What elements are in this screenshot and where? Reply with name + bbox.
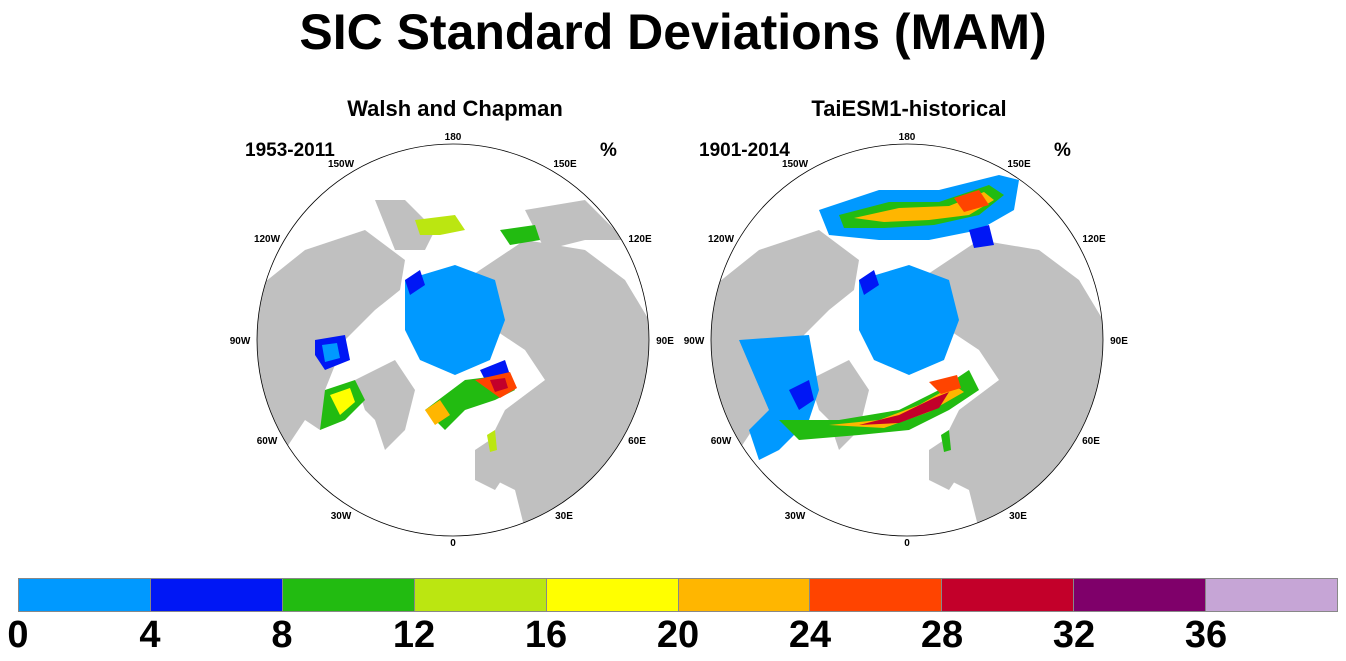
colorbar-tick-labels: 0 4 8 12 16 20 24 28 32 36: [0, 614, 1346, 660]
lon-label-120w: 120W: [708, 234, 735, 245]
panel-title: Walsh and Chapman: [347, 96, 563, 121]
lon-label-90w: 90W: [684, 336, 705, 347]
colorbar-tick-label: 32: [1052, 614, 1096, 656]
colorbar-tick-label: 0: [7, 614, 29, 656]
lon-label-60w: 60W: [711, 436, 732, 447]
colorbar-box: [942, 579, 1075, 611]
colorbar-tick-label: 36: [1184, 614, 1228, 656]
period-label: 1953-2011: [245, 140, 335, 161]
lon-label-150w: 150W: [328, 159, 355, 170]
lon-label-60e: 60E: [1082, 436, 1100, 447]
colorbar: [18, 578, 1338, 612]
map-panel-right: TaiESM1-historical 1901-2014 %: [679, 90, 1139, 550]
lon-label-60w: 60W: [257, 436, 278, 447]
lon-label-0: 0: [450, 538, 456, 549]
lon-label-120w: 120W: [254, 234, 281, 245]
colorbar-tick-label: 16: [524, 614, 568, 656]
lon-label-120e: 120E: [1082, 234, 1106, 245]
lon-label-150e: 150E: [1007, 159, 1031, 170]
lon-label-60e: 60E: [628, 436, 646, 447]
colorbar-box: [678, 579, 811, 611]
colorbar-box: [150, 579, 283, 611]
lon-label-90e: 90E: [1110, 336, 1128, 347]
lon-label-30w: 30W: [785, 511, 806, 522]
period-label: 1901-2014: [699, 140, 790, 161]
colorbar-tick-label: 4: [139, 614, 161, 656]
figure-title: SIC Standard Deviations (MAM): [299, 4, 1047, 60]
colorbar-tick-label: 24: [788, 614, 832, 656]
lon-label-30e: 30E: [1009, 511, 1027, 522]
lon-label-150e: 150E: [553, 159, 577, 170]
lon-label-180: 180: [445, 132, 462, 143]
lon-label-30w: 30W: [331, 511, 352, 522]
polar-map: 180 150E 120E 90E 60E 30E 0 30W 60W 90W …: [230, 132, 675, 549]
lon-label-120e: 120E: [628, 234, 652, 245]
lon-label-150w: 150W: [782, 159, 809, 170]
lon-label-0: 0: [904, 538, 910, 549]
colorbar-tick-label: 20: [656, 614, 700, 656]
unit-label: %: [600, 140, 617, 161]
colorbar-box: [19, 579, 151, 611]
colorbar-tick-label: 8: [271, 614, 293, 656]
panel-title: TaiESM1-historical: [811, 96, 1007, 121]
colorbar-box: [546, 579, 679, 611]
colorbar-box: [810, 579, 943, 611]
colorbar-tick-label: 28: [920, 614, 964, 656]
polar-map: 180 150E 120E 90E 60E 30E 0 30W 60W 90W …: [684, 132, 1129, 549]
lon-label-90w: 90W: [230, 336, 251, 347]
colorbar-box: [1074, 579, 1207, 611]
unit-label: %: [1054, 140, 1071, 161]
colorbar-box: [1206, 579, 1338, 611]
colorbar-box: [282, 579, 415, 611]
lon-label-30e: 30E: [555, 511, 573, 522]
lon-label-180: 180: [899, 132, 916, 143]
colorbar-box: [414, 579, 547, 611]
lon-label-90e: 90E: [656, 336, 674, 347]
map-panel-left: Walsh and Chapman 1953-2011 %: [225, 90, 685, 550]
colorbar-tick-label: 12: [392, 614, 436, 656]
